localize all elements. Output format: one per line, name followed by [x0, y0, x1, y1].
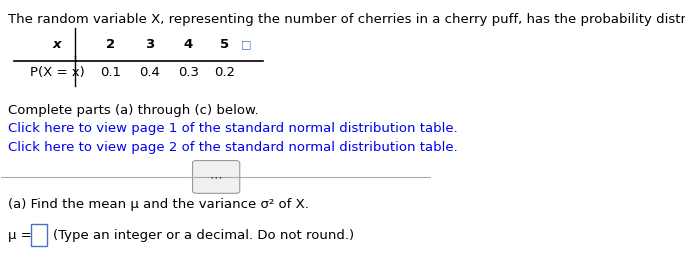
Text: 0.4: 0.4: [139, 65, 160, 78]
Text: 0.2: 0.2: [214, 65, 235, 78]
Text: x: x: [53, 38, 62, 51]
Text: 0.1: 0.1: [101, 65, 121, 78]
Text: 4: 4: [184, 38, 193, 51]
Text: (a) Find the mean μ and the variance σ² of X.: (a) Find the mean μ and the variance σ² …: [8, 197, 309, 210]
Text: ⋯: ⋯: [210, 171, 223, 184]
Text: 2: 2: [106, 38, 116, 51]
Text: 3: 3: [145, 38, 154, 51]
Text: The random variable X, representing the number of cherries in a cherry puff, has: The random variable X, representing the …: [8, 13, 685, 26]
Text: Click here to view page 2 of the standard normal distribution table.: Click here to view page 2 of the standar…: [8, 141, 458, 154]
FancyBboxPatch shape: [31, 224, 47, 246]
Text: Complete parts (a) through (c) below.: Complete parts (a) through (c) below.: [8, 103, 258, 116]
Text: P(X = x): P(X = x): [30, 65, 85, 78]
Text: (Type an integer or a decimal. Do not round.): (Type an integer or a decimal. Do not ro…: [53, 229, 354, 242]
Text: μ =: μ =: [8, 229, 32, 242]
Text: 0.3: 0.3: [177, 65, 199, 78]
FancyBboxPatch shape: [192, 161, 240, 194]
Text: 5: 5: [220, 38, 229, 51]
Text: □: □: [241, 39, 251, 49]
Text: Click here to view page 1 of the standard normal distribution table.: Click here to view page 1 of the standar…: [8, 122, 458, 135]
